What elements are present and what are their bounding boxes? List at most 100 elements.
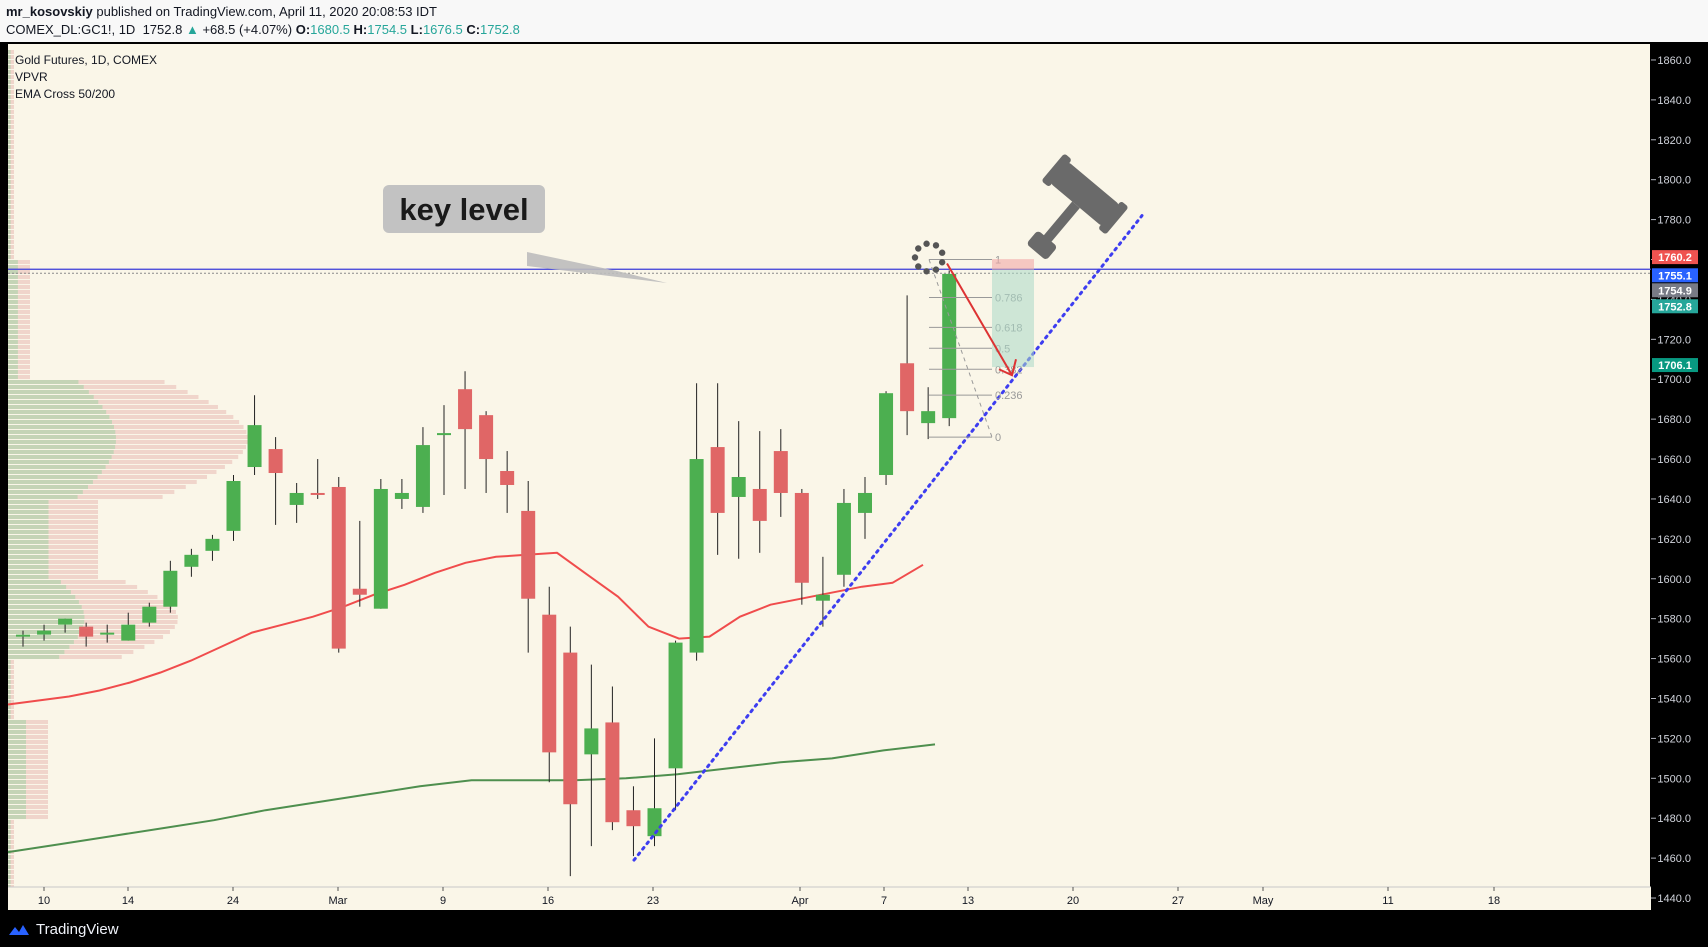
vpvr-bar-up: [8, 825, 11, 829]
last-price: 1752.8: [142, 22, 183, 37]
vpvr-bar: [8, 840, 14, 844]
vpvr-bar: [8, 555, 98, 559]
peak-dot: [938, 259, 946, 266]
vpvr-bar-up: [8, 70, 11, 74]
vpvr-bar-up: [8, 585, 67, 589]
vpvr-bar: [8, 180, 14, 184]
vpvr-bar: [8, 675, 14, 679]
vpvr-bar: [8, 460, 233, 464]
ema200-line: [7, 743, 936, 854]
y-tick-label: 1640.0: [1657, 494, 1691, 506]
vpvr-bar: [8, 245, 14, 249]
candle-body: [331, 486, 346, 649]
vpvr-bar: [8, 305, 30, 309]
candle-body: [773, 451, 788, 493]
vpvr-bar: [8, 335, 30, 339]
vpvr-bar: [8, 290, 30, 294]
stop-zone: [992, 259, 1034, 270]
x-tick-label: 18: [1488, 895, 1500, 907]
candle-body: [752, 488, 767, 521]
vpvr-bar: [8, 50, 14, 54]
vpvr-bar: [8, 880, 14, 884]
vpvr-bar: [8, 225, 14, 229]
vpvr-bar-up: [8, 835, 11, 839]
x-tick-label: Apr: [791, 895, 808, 907]
x-tick-label: 24: [227, 895, 239, 907]
vpvr-bar: [8, 700, 14, 704]
candle-body: [563, 652, 578, 805]
x-tick-label: 7: [881, 895, 887, 907]
vpvr-bar: [8, 325, 30, 329]
vpvr-bar-up: [8, 250, 11, 254]
vpvr-bar-up: [8, 545, 49, 549]
vpvr-bar-up: [8, 205, 11, 209]
candle-body: [373, 488, 388, 609]
x-tick-label: 9: [440, 895, 446, 907]
y-tick-label: 1840.0: [1657, 95, 1691, 107]
peak-dot: [915, 263, 922, 270]
time-axis[interactable]: 10 14 24 Mar 9 16 23 Apr 7 13 20 27 May 11 18: [8, 886, 1651, 910]
author-name[interactable]: mr_kosovskiy: [6, 4, 93, 19]
vpvr-bar-up: [8, 625, 84, 629]
vpvr-bar: [8, 580, 126, 584]
price-tag: [1652, 283, 1698, 298]
peak-dot: [915, 245, 922, 252]
vpvr-bar-up: [8, 565, 49, 569]
tradingview-logo[interactable]: TradingView: [8, 921, 119, 938]
x-tick-label: Mar: [329, 895, 348, 907]
candle-body: [942, 273, 957, 419]
vpvr-bar-up: [8, 480, 93, 484]
vpvr-bar: [8, 355, 30, 359]
vpvr-bar: [8, 455, 239, 459]
y-tick-label: 1520.0: [1657, 733, 1691, 745]
y-tick-label: 1580.0: [1657, 614, 1691, 626]
vpvr-bar-up: [8, 150, 11, 154]
peak-marker-dots: [911, 240, 946, 275]
candle-body: [184, 554, 199, 567]
vpvr-bar: [8, 530, 98, 534]
vpvr-bar: [8, 75, 14, 79]
vpvr-bar-up: [8, 330, 18, 334]
price-tag: [1652, 358, 1698, 373]
x-tick-label: 23: [647, 895, 659, 907]
vpvr-bar: [8, 870, 14, 874]
price-tag: [1652, 268, 1698, 283]
red-arrow[interactable]: [946, 262, 1017, 377]
vpvr-bar-up: [8, 570, 49, 574]
candle-body: [879, 393, 894, 476]
candle-body: [247, 425, 262, 468]
vpvr-bar: [8, 565, 98, 569]
vpvr-bar-up: [8, 240, 11, 244]
candle-body: [647, 808, 662, 837]
vpvr-bar-up: [8, 490, 83, 494]
vpvr-bar: [8, 650, 134, 654]
vpvr-bar: [8, 695, 14, 699]
vpvr-bar-up: [8, 845, 11, 849]
vpvr-bar: [8, 605, 172, 609]
vpvr-bar-up: [8, 670, 11, 674]
vpvr-bar: [8, 790, 48, 794]
vpvr-bar-up: [8, 470, 102, 474]
vpvr-bar: [8, 750, 48, 754]
vpvr-bar-up: [8, 710, 11, 714]
peak-dot: [932, 242, 940, 249]
vpvr-bar-up: [8, 280, 18, 284]
callout-pointer: [527, 252, 667, 283]
vpvr-bar: [8, 275, 30, 279]
candle-body: [100, 632, 115, 635]
candle-body: [289, 492, 304, 505]
close-label: C:: [466, 22, 481, 37]
vpvr-bar: [8, 360, 30, 364]
price-axis[interactable]: 1440.0 1460.0 1480.0 1500.0 1520.0 1540.0 1560…: [1651, 55, 1691, 905]
short-position-tool[interactable]: [992, 259, 1034, 368]
vpvr-bar-up: [8, 100, 11, 104]
vpvr-bar-up: [8, 210, 11, 214]
callout-box: [383, 185, 545, 233]
vpvr-bar: [8, 415, 234, 419]
vpvr-bar: [8, 170, 14, 174]
vpvr-bar: [8, 645, 145, 649]
key-level-callout[interactable]: key level: [383, 185, 667, 283]
y-tick-label: 1780.0: [1657, 215, 1691, 227]
